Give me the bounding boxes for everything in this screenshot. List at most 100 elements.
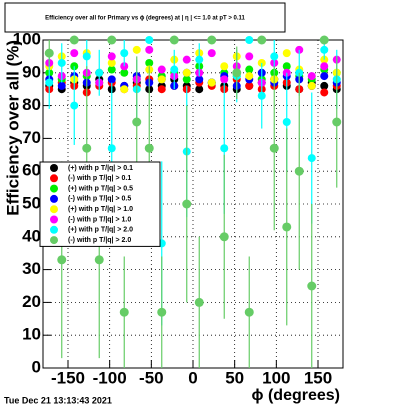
- data-point: [57, 255, 67, 265]
- x-tick-label: -50: [139, 368, 164, 387]
- x-tick-label: 150: [304, 368, 332, 387]
- y-axis-label: Efficiency over all (%): [3, 40, 22, 216]
- data-point: [245, 72, 254, 81]
- data-point: [182, 199, 192, 209]
- legend-label: (-) with p T/|q| > 0.5: [68, 196, 131, 203]
- legend-marker: [50, 205, 58, 214]
- data-point: [245, 52, 254, 61]
- data-point: [157, 75, 166, 84]
- data-point: [120, 68, 129, 77]
- data-point: [107, 58, 116, 67]
- data-point: [157, 85, 166, 94]
- x-tick-label: -100: [93, 368, 127, 387]
- data-point: [94, 255, 104, 265]
- y-tick-label: 100: [13, 29, 41, 48]
- data-point: [182, 55, 191, 64]
- y-tick-label: 30: [22, 259, 41, 278]
- data-point: [320, 72, 329, 81]
- y-tick-label: 50: [22, 193, 41, 212]
- data-point: [145, 58, 154, 67]
- data-point: [220, 144, 229, 153]
- data-point: [144, 143, 154, 153]
- x-axis-label: ϕ (degrees): [252, 387, 340, 404]
- y-tick-label: 40: [22, 226, 41, 245]
- data-point: [207, 49, 216, 58]
- data-point: [307, 281, 317, 291]
- data-point: [107, 52, 116, 61]
- legend-marker: [50, 174, 58, 183]
- data-point: [107, 144, 116, 153]
- data-point: [207, 78, 216, 87]
- data-point: [57, 58, 66, 67]
- legend-label: (+) with p T/|q| > 2.0: [68, 227, 133, 234]
- legend-label: (-) with p T/|q| > 0.1: [68, 175, 131, 182]
- data-point: [245, 65, 254, 74]
- y-tick-label: 0: [32, 357, 41, 376]
- y-tick-label: 80: [22, 95, 41, 114]
- data-point: [107, 35, 117, 45]
- x-tick-label: 0: [188, 368, 197, 387]
- legend-marker: [50, 164, 58, 172]
- data-point: [257, 91, 266, 100]
- data-point: [145, 36, 154, 44]
- legend-marker: [50, 236, 58, 245]
- data-point: [70, 101, 79, 110]
- legend-box: [39, 161, 161, 247]
- data-point: [107, 65, 116, 74]
- data-point: [307, 154, 316, 163]
- data-point: [282, 49, 291, 58]
- data-point: [319, 35, 329, 45]
- data-point: [119, 307, 129, 317]
- y-tick-label: 10: [22, 325, 41, 344]
- data-point: [332, 117, 342, 127]
- data-point: [244, 307, 254, 317]
- data-point: [182, 68, 191, 77]
- y-tick-label: 60: [22, 161, 41, 180]
- chart-title: Efficiency over all for Primary vs ϕ (de…: [45, 16, 245, 22]
- data-point: [245, 36, 254, 44]
- data-point: [307, 81, 316, 90]
- title-box: [4, 2, 286, 33]
- data-point: [57, 81, 66, 90]
- data-point: [44, 48, 54, 58]
- x-tick-label: 100: [262, 368, 290, 387]
- data-point: [220, 62, 229, 71]
- data-point: [307, 72, 316, 81]
- data-point: [195, 85, 204, 94]
- data-point: [145, 45, 154, 54]
- data-point: [257, 35, 267, 45]
- data-point: [219, 232, 229, 242]
- data-point: [82, 52, 91, 61]
- data-point: [120, 85, 129, 94]
- data-point: [195, 75, 204, 84]
- legend-label: (-) with p T/|q| > 1.0: [68, 216, 131, 223]
- legend-marker: [50, 215, 58, 224]
- data-point: [320, 81, 329, 90]
- legend-label: (+) with p T/|q| > 1.0: [68, 206, 133, 213]
- legend-label: (+) with p T/|q| > 0.1: [68, 165, 133, 172]
- data-point: [157, 65, 166, 74]
- data-point: [282, 222, 292, 232]
- data-point: [132, 45, 141, 54]
- data-point: [182, 75, 191, 84]
- data-point: [120, 49, 129, 58]
- data-point: [282, 62, 291, 71]
- data-point: [170, 65, 179, 74]
- data-point: [95, 68, 104, 77]
- data-point: [320, 45, 329, 54]
- data-point: [82, 143, 92, 153]
- data-point: [45, 78, 54, 87]
- data-point: [320, 62, 329, 71]
- data-point: [270, 52, 279, 61]
- data-point: [195, 55, 204, 64]
- legend-marker: [50, 194, 58, 203]
- data-point: [70, 49, 79, 58]
- timestamp: Tue Dec 21 13:13:43 2021: [4, 395, 112, 405]
- x-tick-label: 50: [225, 368, 244, 387]
- y-tick-label: 70: [22, 128, 41, 147]
- data-point: [157, 307, 167, 317]
- data-point: [132, 117, 142, 127]
- data-point: [107, 75, 116, 84]
- legend-marker: [50, 184, 58, 193]
